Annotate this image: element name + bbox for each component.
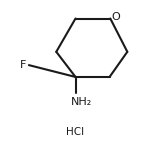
Text: HCl: HCl bbox=[67, 127, 85, 137]
Text: NH₂: NH₂ bbox=[71, 97, 92, 107]
Text: O: O bbox=[112, 12, 121, 22]
Text: F: F bbox=[20, 60, 26, 70]
